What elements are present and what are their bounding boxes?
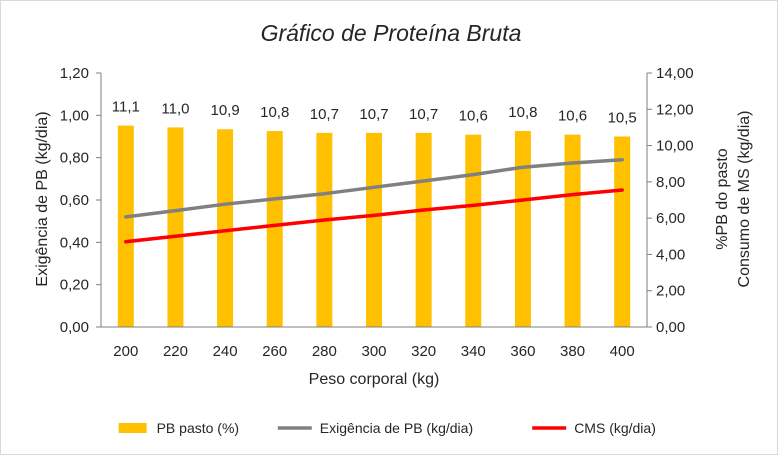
data-label-400: 10,5 <box>608 110 637 127</box>
y-right-tick-label: 14,00 <box>656 65 694 82</box>
data-label-380: 10,6 <box>558 108 587 125</box>
bars-layer <box>117 125 631 327</box>
axes-layer: 0,00 0,20 0,40 0,60 0,80 1,00 1,20 0,00 2,00 4,00… <box>60 65 694 360</box>
data-label-220: 11,0 <box>161 100 189 117</box>
x-tick-label-220: 220 <box>163 343 188 360</box>
y-right-tick-label: 4,00 <box>656 246 685 263</box>
legend-label-1: Exigência de PB (kg/dia) <box>320 420 473 436</box>
x-tick-label-380: 380 <box>560 343 585 360</box>
data-label-300: 10,7 <box>359 106 388 123</box>
bar-220 <box>167 127 184 327</box>
y-right-axis-title-line2: Consumo de MS (kg/dia) <box>736 111 753 288</box>
y-left-tick-label: 0,20 <box>60 277 89 294</box>
y-right-tick-label: 10,00 <box>656 138 694 155</box>
data-label-280: 10,7 <box>310 106 339 123</box>
bar-200 <box>117 125 134 327</box>
y-right-tick-label: 2,00 <box>656 283 685 300</box>
legend-label-0: PB pasto (%) <box>157 420 239 436</box>
y-left-axis-title: Exigência de PB (kg/dia) <box>34 111 51 286</box>
bar-380 <box>564 134 581 327</box>
bar-340 <box>465 134 482 327</box>
y-left-tick-label: 0,60 <box>60 192 89 209</box>
x-tick-label-340: 340 <box>461 343 486 360</box>
x-tick-label-200: 200 <box>113 343 138 360</box>
data-label-260: 10,8 <box>260 104 289 121</box>
bar-260 <box>266 131 283 327</box>
bar-400 <box>614 136 631 327</box>
legend-swatch-bar <box>118 423 147 433</box>
chart-title: Gráfico de Proteína Bruta <box>261 20 522 46</box>
y-left-tick-label: 1,00 <box>60 107 89 124</box>
data-label-340: 10,6 <box>459 108 488 125</box>
y-left-tick-label: 0,80 <box>60 150 89 167</box>
y-left-tick-label: 0,40 <box>60 234 89 251</box>
legend-label-2: CMS (kg/dia) <box>574 420 656 436</box>
lines-layer <box>124 158 624 244</box>
x-tick-label-260: 260 <box>262 343 287 360</box>
bar-280 <box>316 132 333 327</box>
y-right-tick-label: 0,00 <box>656 319 685 336</box>
y-right-tick-label: 6,00 <box>656 210 685 227</box>
data-label-360: 10,8 <box>508 104 537 121</box>
legend: PB pasto (%) Exigência de PB (kg/dia) CMS … <box>118 420 656 436</box>
labels-layer: 11,1 11,0 10,9 10,8 10,7 10,7 10,7 10,6 10,8 10,6… <box>112 99 637 127</box>
series-line-2 <box>124 188 624 244</box>
y-right-tick-label: 12,00 <box>656 101 694 118</box>
x-tick-label-320: 320 <box>411 343 436 360</box>
data-label-320: 10,7 <box>409 106 438 123</box>
bar-240 <box>217 129 234 327</box>
x-axis-title: Peso corporal (kg) <box>309 371 440 388</box>
x-tick-label-280: 280 <box>312 343 337 360</box>
data-label-200: 11,1 <box>112 99 140 116</box>
x-tick-label-300: 300 <box>361 343 386 360</box>
bar-320 <box>415 132 432 327</box>
x-tick-label-240: 240 <box>213 343 238 360</box>
x-tick-label-360: 360 <box>510 343 535 360</box>
bar-300 <box>366 132 382 327</box>
y-right-tick-label: 8,00 <box>656 174 685 191</box>
x-tick-label-400: 400 <box>610 343 635 360</box>
series-line-1 <box>124 158 624 219</box>
y-right-axis-title-line1: %PB do pasto <box>714 148 731 250</box>
data-label-240: 10,9 <box>210 102 239 119</box>
y-left-tick-label: 1,20 <box>60 65 89 82</box>
y-left-tick-label: 0,00 <box>60 319 89 336</box>
bar-360 <box>514 131 531 327</box>
